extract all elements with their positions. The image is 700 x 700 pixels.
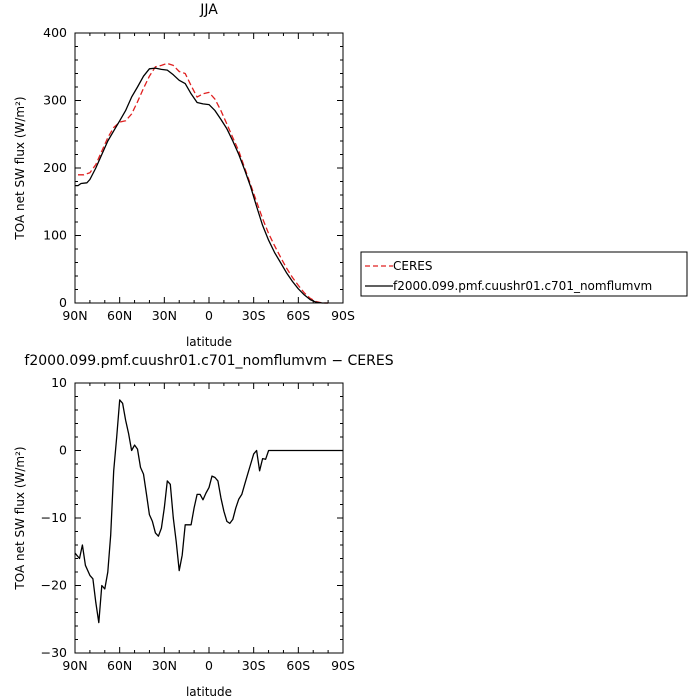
top-series-line-0 [78,62,329,304]
top-ytick-label-1: 100 [43,228,67,243]
top-panel: JJA 90N 60N 30N 0 30S 60S 90S 0 100 200 300 400 lat… [13,2,355,349]
bottom-ytick-label-0: −30 [41,645,67,660]
top-title: JJA [199,2,218,18]
top-series-group [75,62,329,304]
top-xtick-label-0: 90N [62,308,87,323]
bottom-xlabel: latitude [186,685,232,699]
bottom-xtick-label-3: 0 [205,658,213,673]
bottom-ytick-label-4: 10 [51,375,67,390]
top-xtick-label-5: 60S [286,308,310,323]
bottom-ytick-label-2: −10 [41,510,67,525]
bottom-xtick-label-6: 90S [331,658,355,673]
bottom-series-group [74,399,343,624]
bottom-ytick-label-3: 0 [59,443,67,458]
bottom-ytick-label-1: −20 [41,578,67,593]
top-ytick-label-3: 300 [43,93,67,108]
bottom-plot-frame [74,382,344,654]
top-xtick-label-4: 30S [242,308,266,323]
top-xtick-label-6: 90S [331,308,355,323]
bottom-title: f2000.099.pmf.cuushr01.c701_nomflumvm − … [24,353,393,369]
top-xtick-label-3: 0 [205,308,213,323]
top-plot-frame [74,32,344,304]
bottom-xtick-label-5: 60S [286,658,310,673]
bottom-xtick-label-1: 60N [107,658,132,673]
legend-box [360,251,688,297]
bottom-panel: f2000.099.pmf.cuushr01.c701_nomflumvm − … [13,353,394,699]
top-xtick-label-1: 60N [107,308,132,323]
legend-label-ceres: CERES [393,259,433,273]
bottom-series-line-0 [74,399,343,624]
top-xlabel: latitude [186,335,232,349]
top-ylabel: TOA net SW flux (W/m²) [13,96,27,240]
bottom-ylabel: TOA net SW flux (W/m²) [13,446,27,590]
legend-label-model: f2000.099.pmf.cuushr01.c701_nomflumvm [393,279,652,293]
bottom-xtick-label-4: 30S [242,658,266,673]
bottom-xtick-label-0: 90N [62,658,87,673]
top-ytick-label-2: 200 [43,160,67,175]
top-xtick-label-2: 30N [152,308,177,323]
top-ytick-label-0: 0 [59,295,67,310]
top-series-line-1 [75,67,329,304]
top-axis-ticks: 90N 60N 30N 0 30S 60S 90S 0 100 200 300 400 [43,25,355,323]
bottom-axis-ticks: 90N 60N 30N 0 30S 60S 90S −30 −20 −10 0 10 [41,375,355,673]
bottom-xtick-label-2: 30N [152,658,177,673]
legend: CERES f2000.099.pmf.cuushr01.c701_nomflu… [360,251,688,297]
top-ytick-label-4: 400 [43,25,67,40]
